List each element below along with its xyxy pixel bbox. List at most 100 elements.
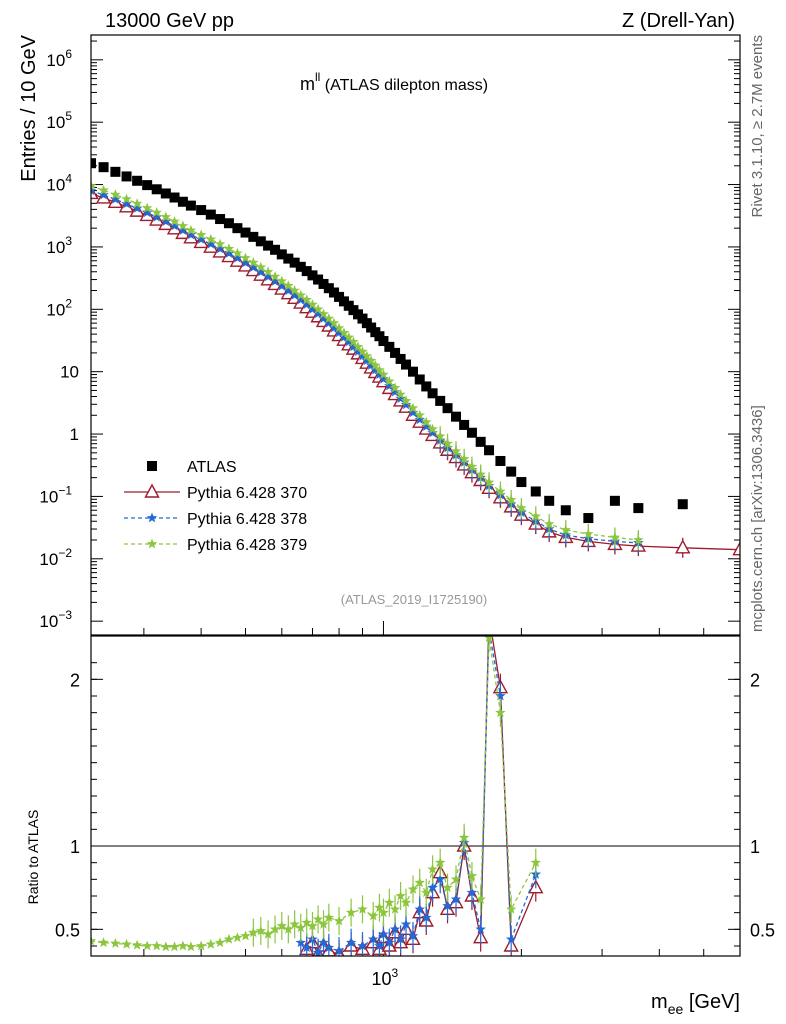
- data-point: [583, 528, 594, 539]
- data-point: [295, 289, 306, 300]
- data-point: [195, 229, 207, 240]
- data-point: [313, 274, 324, 285]
- data-point: [505, 494, 517, 505]
- data-point: [223, 248, 235, 258]
- data-point: [131, 198, 143, 209]
- main-ytick-label-0: 10−3: [39, 608, 72, 631]
- x-axis-label-unit: [GeV]: [683, 991, 740, 1013]
- ratio-point: [131, 939, 143, 950]
- data-point: [407, 366, 418, 377]
- data-point: [248, 231, 259, 242]
- data-point: [142, 180, 153, 191]
- data-point: [262, 266, 274, 277]
- main-ytick-label-1: 10−2: [39, 546, 72, 569]
- plot-title-sup: ll: [315, 70, 320, 84]
- ratio-ytick-label-0: 0.5: [55, 920, 80, 940]
- data-point: [338, 331, 350, 342]
- data-point: [609, 531, 621, 542]
- data-point: [357, 350, 368, 361]
- data-point: [348, 341, 359, 352]
- xtick-label-0: 103: [371, 966, 398, 989]
- ratio-point: [269, 923, 281, 934]
- data-point: [141, 202, 153, 213]
- ratio-point: [384, 937, 395, 948]
- ratio-point: [475, 893, 486, 904]
- ratio-point: [421, 912, 432, 923]
- data-point: [307, 303, 318, 314]
- data-point: [205, 209, 216, 220]
- ratio-point: [312, 913, 324, 924]
- data-point: [151, 211, 162, 222]
- main-ytick-label-4: 10: [60, 363, 79, 382]
- data-point: [205, 238, 217, 249]
- data-point: [427, 427, 438, 438]
- data-point: [458, 453, 470, 464]
- data-point: [333, 327, 345, 338]
- data-point: [323, 317, 335, 328]
- data-point: [177, 196, 188, 207]
- ratio-line-0: [306, 636, 537, 956]
- ratio-point: [395, 933, 406, 944]
- data-point: [91, 158, 96, 169]
- ratio-point: [421, 887, 432, 898]
- data-point: [289, 289, 300, 300]
- main-ytick-label-7: 104: [46, 172, 72, 195]
- legend-marker: [144, 483, 160, 498]
- main-panel-frame: [90, 34, 741, 636]
- data-point: [361, 355, 373, 366]
- data-point: [400, 399, 412, 410]
- ratio-point: [384, 897, 395, 908]
- data-point: [732, 541, 740, 556]
- ratio-point: [442, 882, 453, 893]
- data-point: [365, 355, 377, 366]
- ratio-point: [505, 903, 517, 914]
- data-point: [390, 347, 401, 358]
- data-point: [196, 205, 207, 216]
- ratio-point: [389, 903, 401, 914]
- ratio-point: [169, 941, 180, 952]
- ratio-point: [318, 918, 329, 929]
- ratio-point: [483, 609, 496, 621]
- main-series-layer: [91, 158, 740, 560]
- data-point: [370, 359, 381, 370]
- legend-marker: [146, 512, 158, 523]
- ratio-point: [333, 915, 345, 926]
- main-ytick-label-3: 1: [70, 425, 79, 444]
- ratio-point: [368, 933, 379, 944]
- ratio-series-layer: [91, 609, 544, 956]
- data-point: [160, 211, 172, 222]
- data-point: [421, 416, 432, 427]
- data-point: [427, 423, 438, 434]
- ratio-point: [333, 945, 345, 956]
- data-point: [395, 353, 406, 364]
- data-point: [414, 414, 425, 425]
- data-point: [91, 184, 99, 200]
- data-point: [121, 198, 132, 209]
- ratio-point: [255, 925, 267, 936]
- analysis-id: (ATLAS_2019_I1725190): [341, 592, 487, 607]
- ratio-ytick-label-right-2: 2: [750, 670, 760, 690]
- data-point: [389, 382, 401, 393]
- data-point: [214, 243, 226, 254]
- plot-title-rest: (ATLAS dilepton mass): [320, 77, 488, 94]
- data-point: [407, 407, 419, 418]
- ratio-point: [307, 920, 318, 931]
- data-point: [151, 207, 162, 217]
- ratio-point: [345, 937, 357, 948]
- legend-entry-0: ATLAS: [147, 459, 237, 476]
- main-ytick-label-2: 10−1: [39, 483, 72, 506]
- data-point: [421, 421, 432, 431]
- main-ytick-label-9: 106: [46, 47, 72, 70]
- ratio-point: [345, 907, 357, 918]
- data-point: [329, 287, 340, 298]
- data-point: [312, 303, 324, 314]
- data-point: [240, 252, 251, 263]
- data-point: [318, 313, 329, 323]
- data-point: [495, 486, 506, 496]
- data-point: [232, 247, 243, 258]
- data-point: [160, 216, 172, 226]
- ratio-point: [295, 937, 306, 948]
- data-point: [160, 188, 171, 199]
- main-ylabel: Entries / 10 GeV: [18, 34, 40, 181]
- ratio-point: [301, 942, 312, 953]
